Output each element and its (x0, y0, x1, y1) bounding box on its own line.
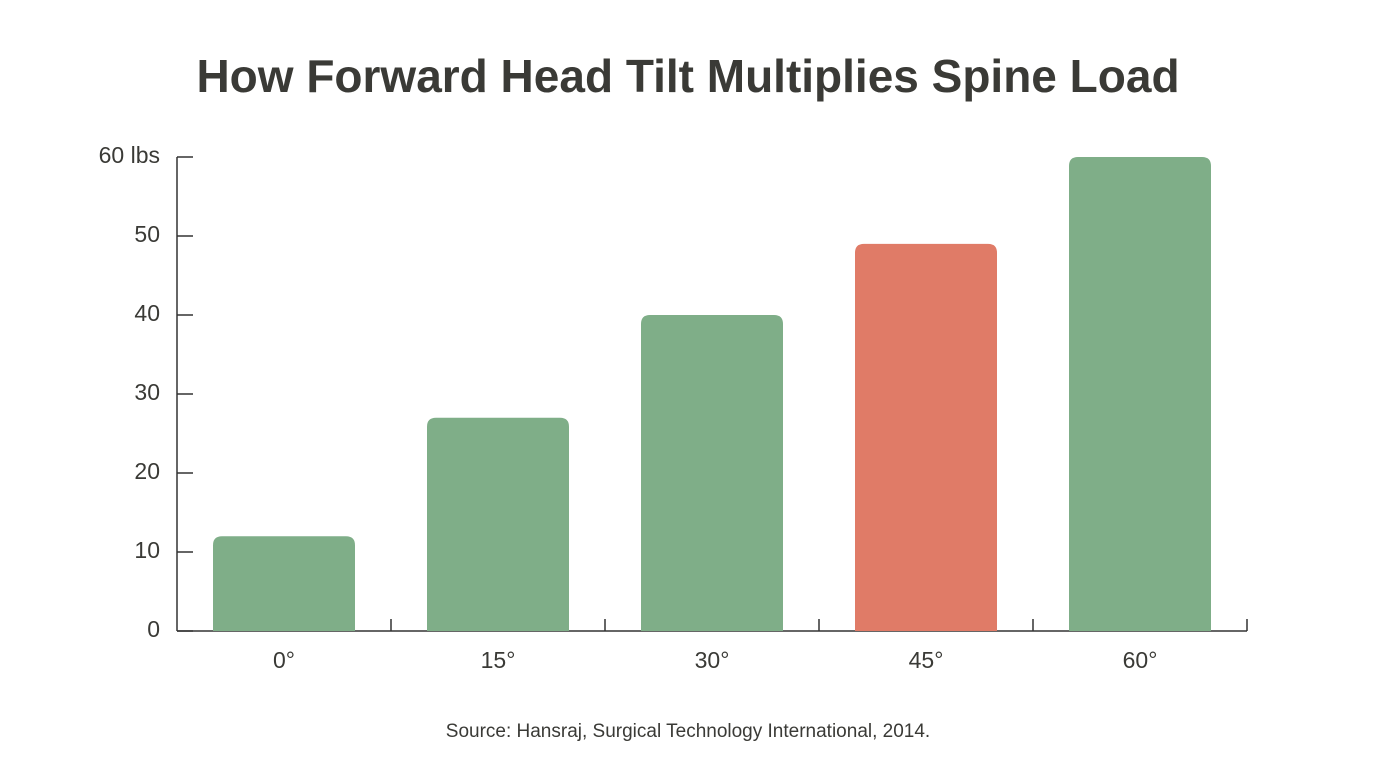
bar (1069, 157, 1211, 631)
x-tick-label: 0° (273, 647, 295, 673)
y-tick-label: 0 (147, 616, 160, 642)
source-note: Source: Hansraj, Surgical Technology Int… (446, 721, 930, 742)
bar (855, 243, 997, 631)
y-tick-label: 50 (134, 221, 160, 247)
y-tick-label: 20 (134, 458, 160, 484)
x-tick-label: 45° (909, 647, 944, 673)
bar (641, 315, 783, 631)
y-tick-label: 60 lbs (99, 142, 160, 168)
x-tick-label: 15° (481, 647, 516, 673)
x-tick-label: 60° (1123, 647, 1158, 673)
x-tick-label: 30° (695, 647, 730, 673)
y-tick-label: 10 (134, 537, 160, 563)
y-tick-label: 30 (134, 379, 160, 405)
bar (427, 417, 569, 631)
chart-title: How Forward Head Tilt Multiplies Spine L… (196, 50, 1179, 102)
bar (213, 536, 355, 631)
y-tick-label: 40 (134, 300, 160, 326)
